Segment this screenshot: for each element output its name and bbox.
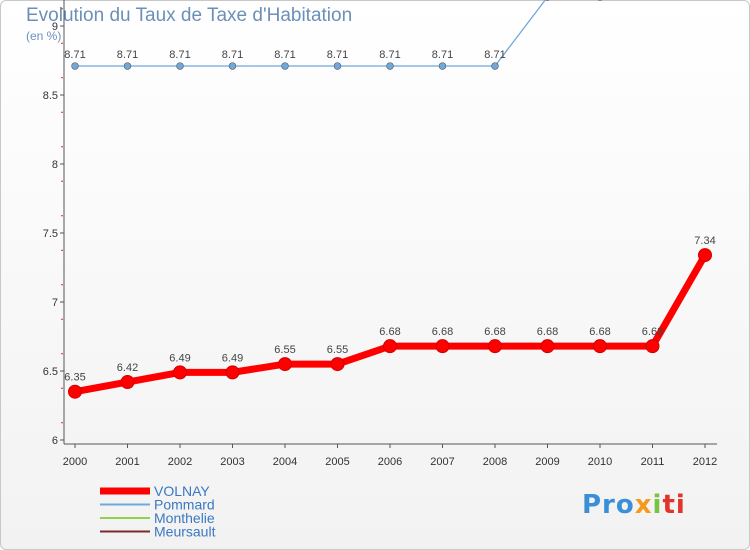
data-point (593, 339, 607, 354)
legend-label: VOLNAY (154, 483, 210, 499)
data-label: 6.68 (432, 326, 453, 338)
series-line-volnay (71, 251, 709, 396)
data-label: 6.68 (484, 326, 505, 338)
data-point (435, 339, 450, 354)
data-label: 6.35 (64, 372, 85, 384)
x-tick-label: 2003 (220, 456, 244, 468)
data-point (278, 357, 292, 372)
data-point (383, 339, 397, 354)
data-point (228, 62, 237, 70)
x-tick-label: 2010 (588, 456, 612, 468)
data-label: 8.71 (327, 49, 348, 61)
data-point (645, 339, 660, 354)
data-label: 8.71 (222, 49, 243, 61)
x-tick-label: 2008 (483, 456, 507, 468)
x-tick-label: 2002 (168, 456, 192, 468)
data-label: 8.71 (274, 49, 295, 61)
y-tick-label: 6 (52, 435, 58, 447)
x-tick-label: 2012 (693, 456, 717, 468)
data-label: 8.71 (484, 49, 505, 61)
data-point (71, 62, 79, 70)
y-tick-label: 8.5 (43, 90, 58, 102)
data-label: 7.34 (694, 235, 715, 247)
data-point (333, 62, 342, 70)
x-tick-label: 2004 (273, 456, 297, 468)
legend-label: Pommard (154, 497, 215, 513)
y-tick-label: 7.5 (43, 228, 58, 240)
data-label: 8.71 (432, 49, 453, 61)
data-point (225, 365, 240, 380)
data-point (173, 365, 187, 380)
data-point (488, 339, 502, 354)
x-tick-label: 2000 (63, 456, 87, 468)
chart-subtitle: (en %) (26, 29, 62, 43)
data-label: 8.71 (169, 49, 190, 61)
data-point (120, 375, 135, 390)
data-label: 6.68 (589, 326, 610, 338)
data-point (438, 62, 447, 70)
data-label: 8.71 (117, 49, 138, 61)
x-tick-label: 2011 (641, 456, 665, 468)
data-label: 8.71 (379, 49, 400, 61)
legend-label: Meursault (154, 524, 216, 540)
data-point (176, 62, 184, 70)
data-label: 6.55 (274, 344, 295, 356)
data-label: 6.68 (642, 326, 663, 338)
y-tick-label: 6.5 (43, 366, 58, 378)
logo-part: i (652, 490, 663, 520)
data-label: 8.71 (64, 49, 85, 61)
data-point (68, 384, 82, 399)
x-tick-label: 2009 (535, 456, 559, 468)
y-tick-label: 7 (52, 297, 58, 309)
data-label: 6.68 (537, 326, 558, 338)
data-point (330, 357, 345, 372)
data-label: 6.42 (117, 362, 138, 374)
y-tick-label: 8 (52, 159, 58, 171)
x-tick-label: 2006 (378, 456, 402, 468)
data-label: 6.68 (379, 326, 400, 338)
logo-part: Pro (582, 490, 635, 520)
data-point (386, 62, 394, 70)
legend-label: Monthelie (154, 510, 215, 526)
x-tick-label: 2005 (325, 456, 349, 468)
chart-title: Evolution du Taux de Taxe d'Habitation (26, 5, 353, 26)
proxiti-logo: Proxiti (582, 490, 686, 520)
data-label: 6.55 (327, 344, 348, 356)
data-point (698, 248, 712, 263)
x-tick-label: 2001 (115, 456, 139, 468)
data-label: 6.49 (169, 352, 190, 364)
logo-part: x (634, 490, 653, 520)
data-point (491, 62, 499, 70)
data-point (123, 62, 132, 70)
x-tick-label: 2007 (430, 456, 454, 468)
data-point (281, 62, 289, 70)
data-point (540, 339, 555, 354)
logo-part: ti (662, 490, 686, 520)
y-tick-label: 9 (52, 21, 58, 33)
data-label: 6.49 (222, 352, 243, 364)
